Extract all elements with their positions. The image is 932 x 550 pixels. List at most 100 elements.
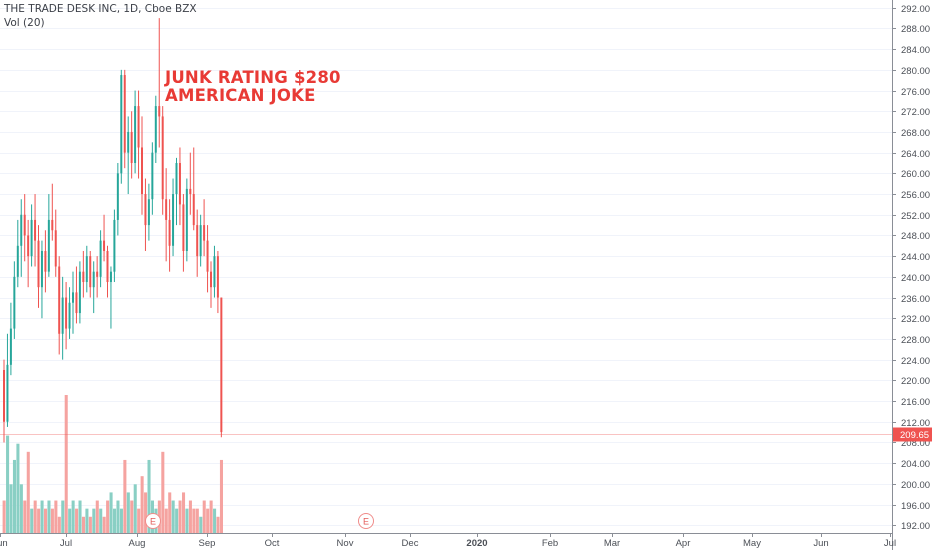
candle-body[interactable] [123,75,126,153]
price-tick-label: 200.00 [901,480,930,491]
time-tick-label: Apr [676,538,691,549]
candle-body[interactable] [3,369,5,422]
candle-body[interactable] [72,292,74,303]
price-tick-label: 244.00 [901,252,930,263]
candle-body[interactable] [182,204,185,251]
candle-body[interactable] [103,240,106,251]
candle-body[interactable] [116,173,119,220]
candle-body[interactable] [109,271,112,283]
candle-body[interactable] [51,219,54,231]
candle-body[interactable] [134,106,137,164]
volume-bar [164,508,168,533]
time-tick-label: Sep [199,538,216,549]
volume-bar [85,508,89,533]
candle-body[interactable] [75,292,78,314]
candle-body[interactable] [106,250,109,283]
candle-body[interactable] [96,271,99,277]
volume-bar [16,443,20,533]
candle-body[interactable] [44,250,47,272]
candle-body[interactable] [127,131,130,153]
earnings-marker[interactable] [145,513,161,529]
candle-body[interactable] [196,225,199,257]
candle-body[interactable] [27,235,30,257]
candle-body[interactable] [144,194,147,226]
candle-body[interactable] [178,163,181,205]
candle-body[interactable] [137,106,140,148]
candle-body[interactable] [213,256,216,288]
candle-body[interactable] [40,250,43,288]
candle-body[interactable] [113,219,116,272]
candle-body[interactable] [158,106,161,117]
time-axis[interactable]: Jun Jul Aug Sep Oct Nov Dec 2020 Feb Mar Apr May Jun… [0,533,896,549]
volume-bar [109,492,113,533]
candle-body[interactable] [37,240,40,288]
candle-body[interactable] [206,240,209,272]
candle-body[interactable] [199,225,202,257]
candle-body[interactable] [189,188,192,195]
candle-body[interactable] [172,194,175,246]
volume-bar [64,395,68,533]
volume-bar [199,516,203,533]
candle-body[interactable] [141,147,143,195]
candle-body[interactable] [85,256,88,283]
candle-body[interactable] [65,297,68,329]
candle-body[interactable] [61,297,64,334]
candle-body[interactable] [34,219,37,241]
volume-bar [144,492,148,533]
volume-bar [30,508,34,533]
candle-body[interactable] [220,297,223,433]
candle-body[interactable] [175,163,178,195]
candle-body[interactable] [16,245,19,277]
candle-body[interactable] [185,188,188,251]
candle-body[interactable] [92,271,95,288]
candle-body[interactable] [99,240,102,277]
candle-body[interactable] [13,276,16,329]
candle-body[interactable] [161,116,164,200]
time-tick-label: Oct [265,538,280,549]
volume-bar [50,508,54,533]
candle-body[interactable] [47,219,50,272]
candle-body[interactable] [168,219,171,246]
candle-body[interactable] [89,256,92,288]
price-tick-label: 204.00 [901,459,930,470]
price-tick-label: 208.00 [901,438,930,449]
volume-indicator-label[interactable]: Vol (20) [4,17,45,29]
volume-bar [44,508,48,533]
candle-body[interactable] [58,266,61,334]
candle-body[interactable] [203,225,206,241]
earnings-marker[interactable] [358,513,374,529]
candle-body[interactable] [210,271,212,288]
time-tick-label: 2020 [466,538,487,549]
volume-bar [209,500,213,533]
candle-body[interactable] [6,364,9,422]
annotation-line-1[interactable]: JUNK RATING $280 [165,68,341,87]
candle-body[interactable] [165,199,168,220]
candle-body[interactable] [30,219,33,257]
volume-bar [95,500,99,533]
candle-body[interactable] [120,75,123,174]
candlesticks[interactable] [3,18,223,443]
candle-body[interactable] [151,152,154,200]
candle-body[interactable] [82,271,85,283]
candle-body[interactable] [68,302,71,329]
price-tick-label: 288.00 [901,24,930,35]
price-axis[interactable]: 192.00 196.00 200.00 204.00 208.00 212.00 216.… [892,0,932,550]
candle-body[interactable] [154,106,157,153]
volume-bar [147,459,151,533]
candle-body[interactable] [78,271,81,314]
volume-bar [23,500,27,533]
candle-body[interactable] [130,131,133,164]
volume-bar [216,516,220,533]
candle-body[interactable] [23,214,26,236]
price-tick-label: 212.00 [901,418,930,429]
annotation-line-2[interactable]: AMERICAN JOKE [165,86,316,105]
candle-body[interactable] [216,256,219,298]
volume-bar [106,500,110,533]
candle-body[interactable] [147,199,150,226]
candle-body[interactable] [20,214,23,246]
candle-body[interactable] [9,328,12,365]
candle-body[interactable] [54,230,57,267]
candle-body[interactable] [192,194,195,226]
